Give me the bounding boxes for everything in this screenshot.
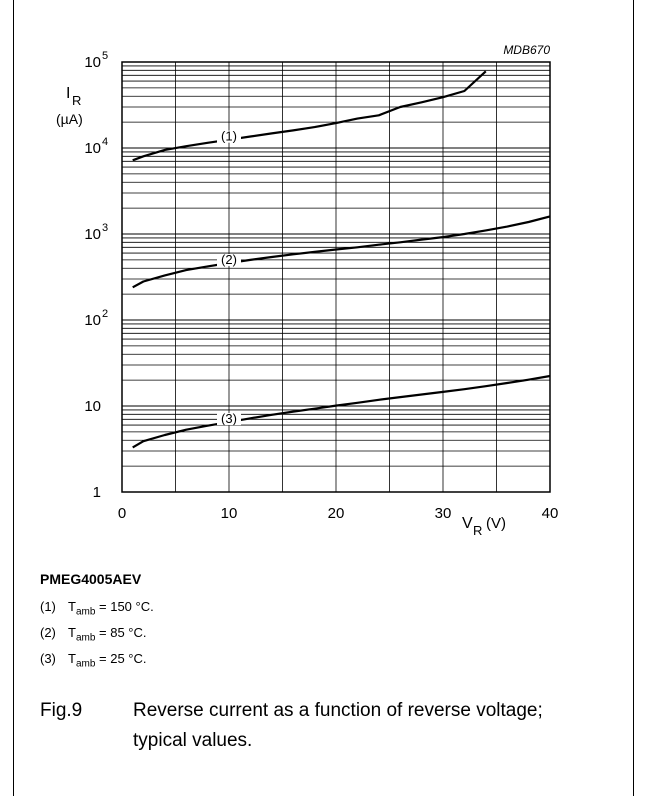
series-label-background (217, 254, 241, 267)
y-tick-exponent: 5 (102, 50, 108, 62)
series-label-background (217, 413, 241, 426)
series-line-1 (132, 70, 487, 162)
note-3-subscript: amb (75, 658, 96, 670)
y-tick-label: 10 (84, 226, 101, 243)
note-2: (2) Tamb = 85 °C. (40, 625, 147, 644)
figure-caption-text: Reverse current as a function of reverse… (133, 700, 543, 751)
y-tick-label: 10 (84, 140, 101, 157)
part-number: PMEG4005AEV (40, 571, 142, 587)
y-tick-exponent: 4 (102, 136, 108, 148)
note-1-subscript: amb (75, 606, 96, 618)
x-axis-label-subscript: R (473, 523, 482, 538)
series-label-2: (2) (221, 252, 237, 267)
note-2-symbol: T (68, 625, 76, 640)
figure-code-label: MDB670 (503, 43, 550, 57)
note-2-subscript: amb (75, 632, 96, 644)
plot-area-border (121, 61, 551, 493)
y-tick-label: 1 (93, 484, 101, 501)
y-tick-label: 10 (84, 54, 101, 71)
note-1-number: (1) (40, 599, 56, 614)
x-tick-label: 40 (542, 505, 559, 522)
note-3-value: = 25 °C. (95, 651, 147, 666)
x-tick-label: 20 (328, 505, 345, 522)
note-3-symbol: T (68, 651, 76, 666)
note-3-number: (3) (40, 651, 56, 666)
note-1-symbol: T (68, 599, 76, 614)
series-label-1: (1) (221, 129, 237, 144)
series-line-2 (132, 215, 551, 289)
x-axis-unit: (V) (486, 515, 506, 532)
x-axis-label: V (462, 515, 473, 532)
series-label-3: (3) (221, 411, 237, 426)
y-tick-exponent: 2 (102, 308, 108, 320)
x-tick-label: 0 (118, 505, 126, 522)
y-axis-label-subscript: R (72, 93, 81, 108)
y-tick-label: 10 (84, 398, 101, 415)
x-tick-label: 10 (221, 505, 238, 522)
y-axis-unit: (µA) (56, 111, 83, 127)
note-1-value: = 150 °C. (95, 599, 154, 614)
y-tick-label: 10 (84, 312, 101, 329)
figure-frame (13, 0, 634, 796)
note-2-number: (2) (40, 625, 56, 640)
note-1: (1) Tamb = 150 °C. (40, 599, 154, 618)
note-2-value: = 85 °C. (95, 625, 147, 640)
x-tick-label: 30 (435, 505, 452, 522)
y-axis-label: I (66, 85, 70, 102)
figure-number: Fig.9 (40, 700, 83, 721)
series-line-3 (132, 374, 551, 449)
y-tick-exponent: 3 (102, 222, 108, 234)
note-3: (3) Tamb = 25 °C. (40, 651, 147, 670)
series-label-background (217, 130, 241, 143)
